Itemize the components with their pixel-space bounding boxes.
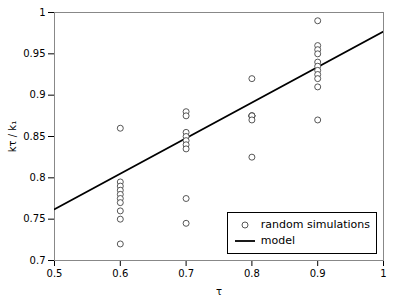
- svg-text:0.85: 0.85: [23, 131, 45, 142]
- svg-text:0.7: 0.7: [30, 255, 46, 266]
- svg-text:0.8: 0.8: [244, 268, 260, 279]
- svg-text:0.5: 0.5: [47, 268, 63, 279]
- svg-text:0.9: 0.9: [310, 268, 326, 279]
- svg-text:1: 1: [39, 7, 45, 18]
- svg-text:τ: τ: [216, 286, 222, 297]
- svg-text:0.6: 0.6: [112, 268, 128, 279]
- svg-text:0.95: 0.95: [23, 48, 45, 59]
- svg-text:0.9: 0.9: [30, 89, 46, 100]
- svg-text:1: 1: [380, 268, 386, 279]
- svg-text:0.7: 0.7: [178, 268, 194, 279]
- html-text:model: model: [260, 234, 295, 247]
- html-text:random simulations: random simulations: [260, 218, 370, 231]
- svg-text:0.8: 0.8: [30, 172, 46, 183]
- svg-text:0.75: 0.75: [23, 213, 45, 224]
- svg-text:kτ / k₁: kτ / k₁: [7, 121, 18, 152]
